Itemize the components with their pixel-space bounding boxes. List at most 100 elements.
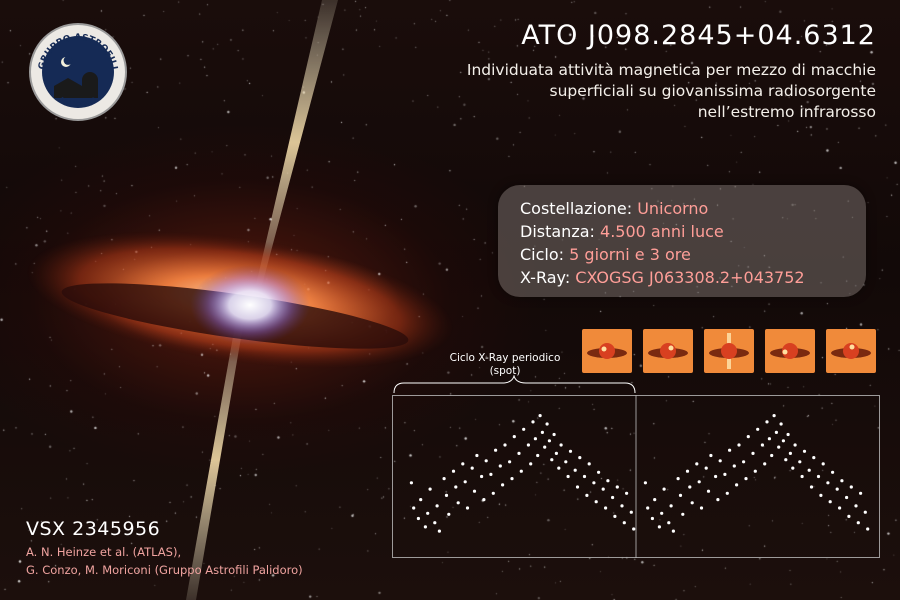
info-row-xray: X-Ray: CXOGSG J063308.2+043752: [520, 268, 805, 287]
data-point: [835, 487, 839, 491]
data-point: [821, 462, 825, 466]
data-point: [611, 495, 615, 500]
data-point: [786, 432, 790, 437]
info-row-constellation: Costellazione: Unicorno: [520, 199, 708, 218]
data-point: [660, 511, 664, 515]
jet-upper: [256, 0, 338, 285]
data-point: [428, 487, 432, 491]
info-row-cycle: Ciclo: 5 giorni e 3 ore: [520, 245, 691, 264]
data-point: [791, 466, 795, 470]
data-point: [451, 469, 456, 473]
data-point: [732, 464, 736, 468]
data-point: [723, 472, 727, 476]
data-point: [587, 462, 591, 466]
data-point: [774, 430, 778, 434]
data-point: [550, 458, 554, 462]
data-point: [573, 468, 577, 472]
data-point: [751, 451, 755, 455]
data-point: [545, 422, 549, 426]
data-point: [512, 435, 516, 439]
data-point: [547, 439, 551, 443]
data-point: [632, 527, 636, 531]
discovery-description: Individuata attività magnetica per mezzo…: [466, 61, 876, 121]
info-value: 5 giorni e 3 ore: [569, 245, 691, 264]
data-point: [426, 511, 430, 515]
periodic-cycle-label: Ciclo X-Ray periodico (spot): [449, 352, 561, 377]
data-point: [622, 521, 626, 525]
data-point: [564, 460, 568, 464]
data-point: [788, 451, 792, 455]
data-point: [716, 498, 720, 502]
data-point: [456, 501, 460, 505]
data-point: [461, 462, 465, 466]
data-point: [625, 491, 629, 495]
info-value: CXOGSG J063308.2+043752: [575, 268, 805, 287]
data-point: [494, 448, 498, 452]
data-point: [543, 445, 547, 449]
data-point: [662, 487, 666, 491]
data-point: [531, 420, 535, 424]
spot-phase-thumbnail: [643, 329, 693, 373]
light-curve-points: [409, 414, 870, 533]
data-point: [742, 460, 746, 464]
data-point: [463, 480, 467, 484]
data-point: [442, 477, 446, 481]
spot-phase-thumbnail: [582, 329, 632, 373]
data-point: [592, 481, 596, 485]
data-point: [849, 485, 853, 489]
data-point: [650, 516, 654, 521]
data-point: [697, 480, 701, 484]
data-point: [706, 489, 711, 493]
data-point: [491, 491, 495, 495]
data-point: [613, 514, 617, 518]
data-point: [798, 460, 802, 464]
data-point: [671, 529, 675, 533]
data-point: [831, 470, 835, 474]
light-curve-plot: [392, 395, 880, 558]
data-point: [615, 485, 619, 489]
data-point: [809, 485, 814, 489]
data-point: [419, 498, 423, 502]
data-point: [760, 443, 764, 447]
data-point: [601, 487, 605, 491]
spot-phase-thumbnail: [765, 329, 815, 373]
info-row-distance: Distanza: 4.500 anni luce: [520, 222, 724, 241]
data-point: [540, 430, 544, 434]
data-point: [709, 453, 713, 458]
data-point: [840, 479, 844, 483]
info-value: Unicorno: [637, 199, 709, 218]
object-title: ATO J098.2845+04.6312: [521, 20, 876, 51]
credit-line: A. N. Heinze et al. (ATLAS),: [26, 545, 182, 559]
data-point: [594, 500, 598, 504]
spot-phase-thumbnail: [826, 329, 876, 373]
data-point: [714, 474, 718, 479]
cycle-brace: [393, 375, 636, 394]
data-point: [807, 468, 811, 472]
data-point: [728, 448, 732, 452]
data-point: [690, 501, 694, 505]
data-point: [793, 443, 797, 447]
data-point: [482, 498, 486, 502]
data-point: [533, 437, 537, 441]
data-point: [866, 527, 870, 531]
data-point: [812, 456, 816, 460]
data-point: [519, 469, 523, 473]
data-point: [802, 449, 807, 453]
data-point: [489, 472, 493, 476]
logo-bottom-text: PALIDORO: [58, 96, 98, 109]
data-point: [856, 521, 860, 525]
data-point: [470, 466, 474, 470]
data-point: [845, 495, 849, 500]
spot-phase-thumbnails: [582, 329, 878, 374]
data-point: [646, 506, 650, 510]
gruppo-astrofili-logo: GRUPPO ASTROFILI PALIDORO: [29, 23, 127, 121]
data-point: [847, 514, 851, 518]
vsx-designation: VSX 2345956: [26, 518, 161, 540]
data-point: [575, 485, 580, 489]
data-point: [529, 462, 533, 466]
data-point: [685, 469, 690, 473]
data-point: [437, 529, 441, 533]
data-point: [669, 504, 673, 508]
data-point: [863, 510, 867, 514]
